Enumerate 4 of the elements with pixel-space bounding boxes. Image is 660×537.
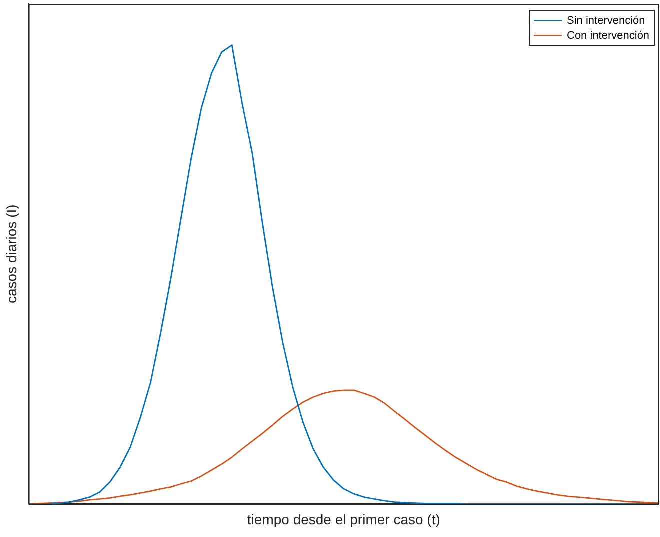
legend-label: Sin intervención	[567, 14, 646, 26]
y-axis-title: casos diarios (I)	[3, 204, 20, 304]
legend-label: Con intervención	[567, 30, 650, 42]
x-axis-title: tiempo desde el primer caso (t)	[247, 511, 440, 528]
